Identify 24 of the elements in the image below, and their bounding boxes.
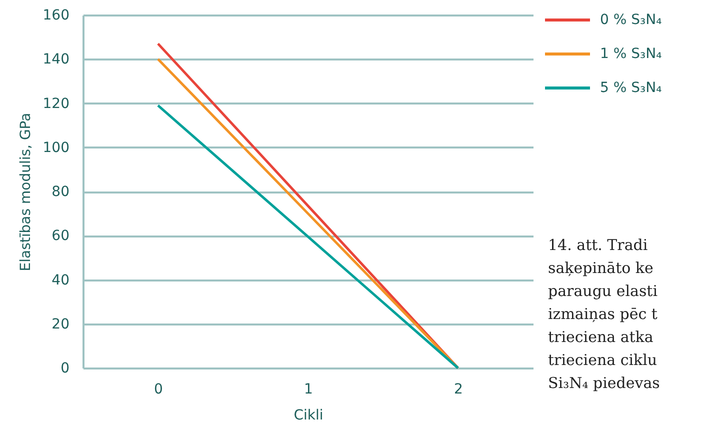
y-tick-label: 40 (52, 272, 70, 288)
y-tick-label: 0 (60, 360, 70, 376)
legend-label: 1 % S₃N₄ (600, 46, 662, 62)
text: Si₃N₄ piedevas (548, 374, 660, 392)
y-tick-label: 140 (42, 52, 70, 68)
text: trieciena atka (548, 328, 654, 346)
x-tick-label: 0 (154, 382, 163, 398)
x-axis-title: Cikli (294, 408, 324, 424)
y-tick-label: 60 (52, 228, 70, 244)
x-tick-label: 2 (454, 382, 463, 398)
y-tick-label: 80 (52, 184, 70, 200)
y-tick-label: 100 (42, 140, 70, 156)
text: paraugu elasti (548, 282, 658, 300)
text: trieciena ciklu (548, 351, 658, 369)
x-tick-label: 1 (304, 382, 313, 398)
text: 14. att. Tradi (548, 236, 648, 254)
legend-label: 0 % S₃N₄ (600, 12, 662, 28)
y-tick-label: 160 (42, 8, 70, 24)
text: izmaiņas pēc t (548, 305, 658, 323)
text: saķepināto ke (548, 259, 654, 277)
y-tick-label: 20 (52, 316, 70, 332)
y-tick-label: 120 (42, 96, 70, 112)
y-axis-title: Elastības modulis, GPa (18, 112, 34, 272)
legend-label: 5 % S₃N₄ (600, 80, 662, 96)
